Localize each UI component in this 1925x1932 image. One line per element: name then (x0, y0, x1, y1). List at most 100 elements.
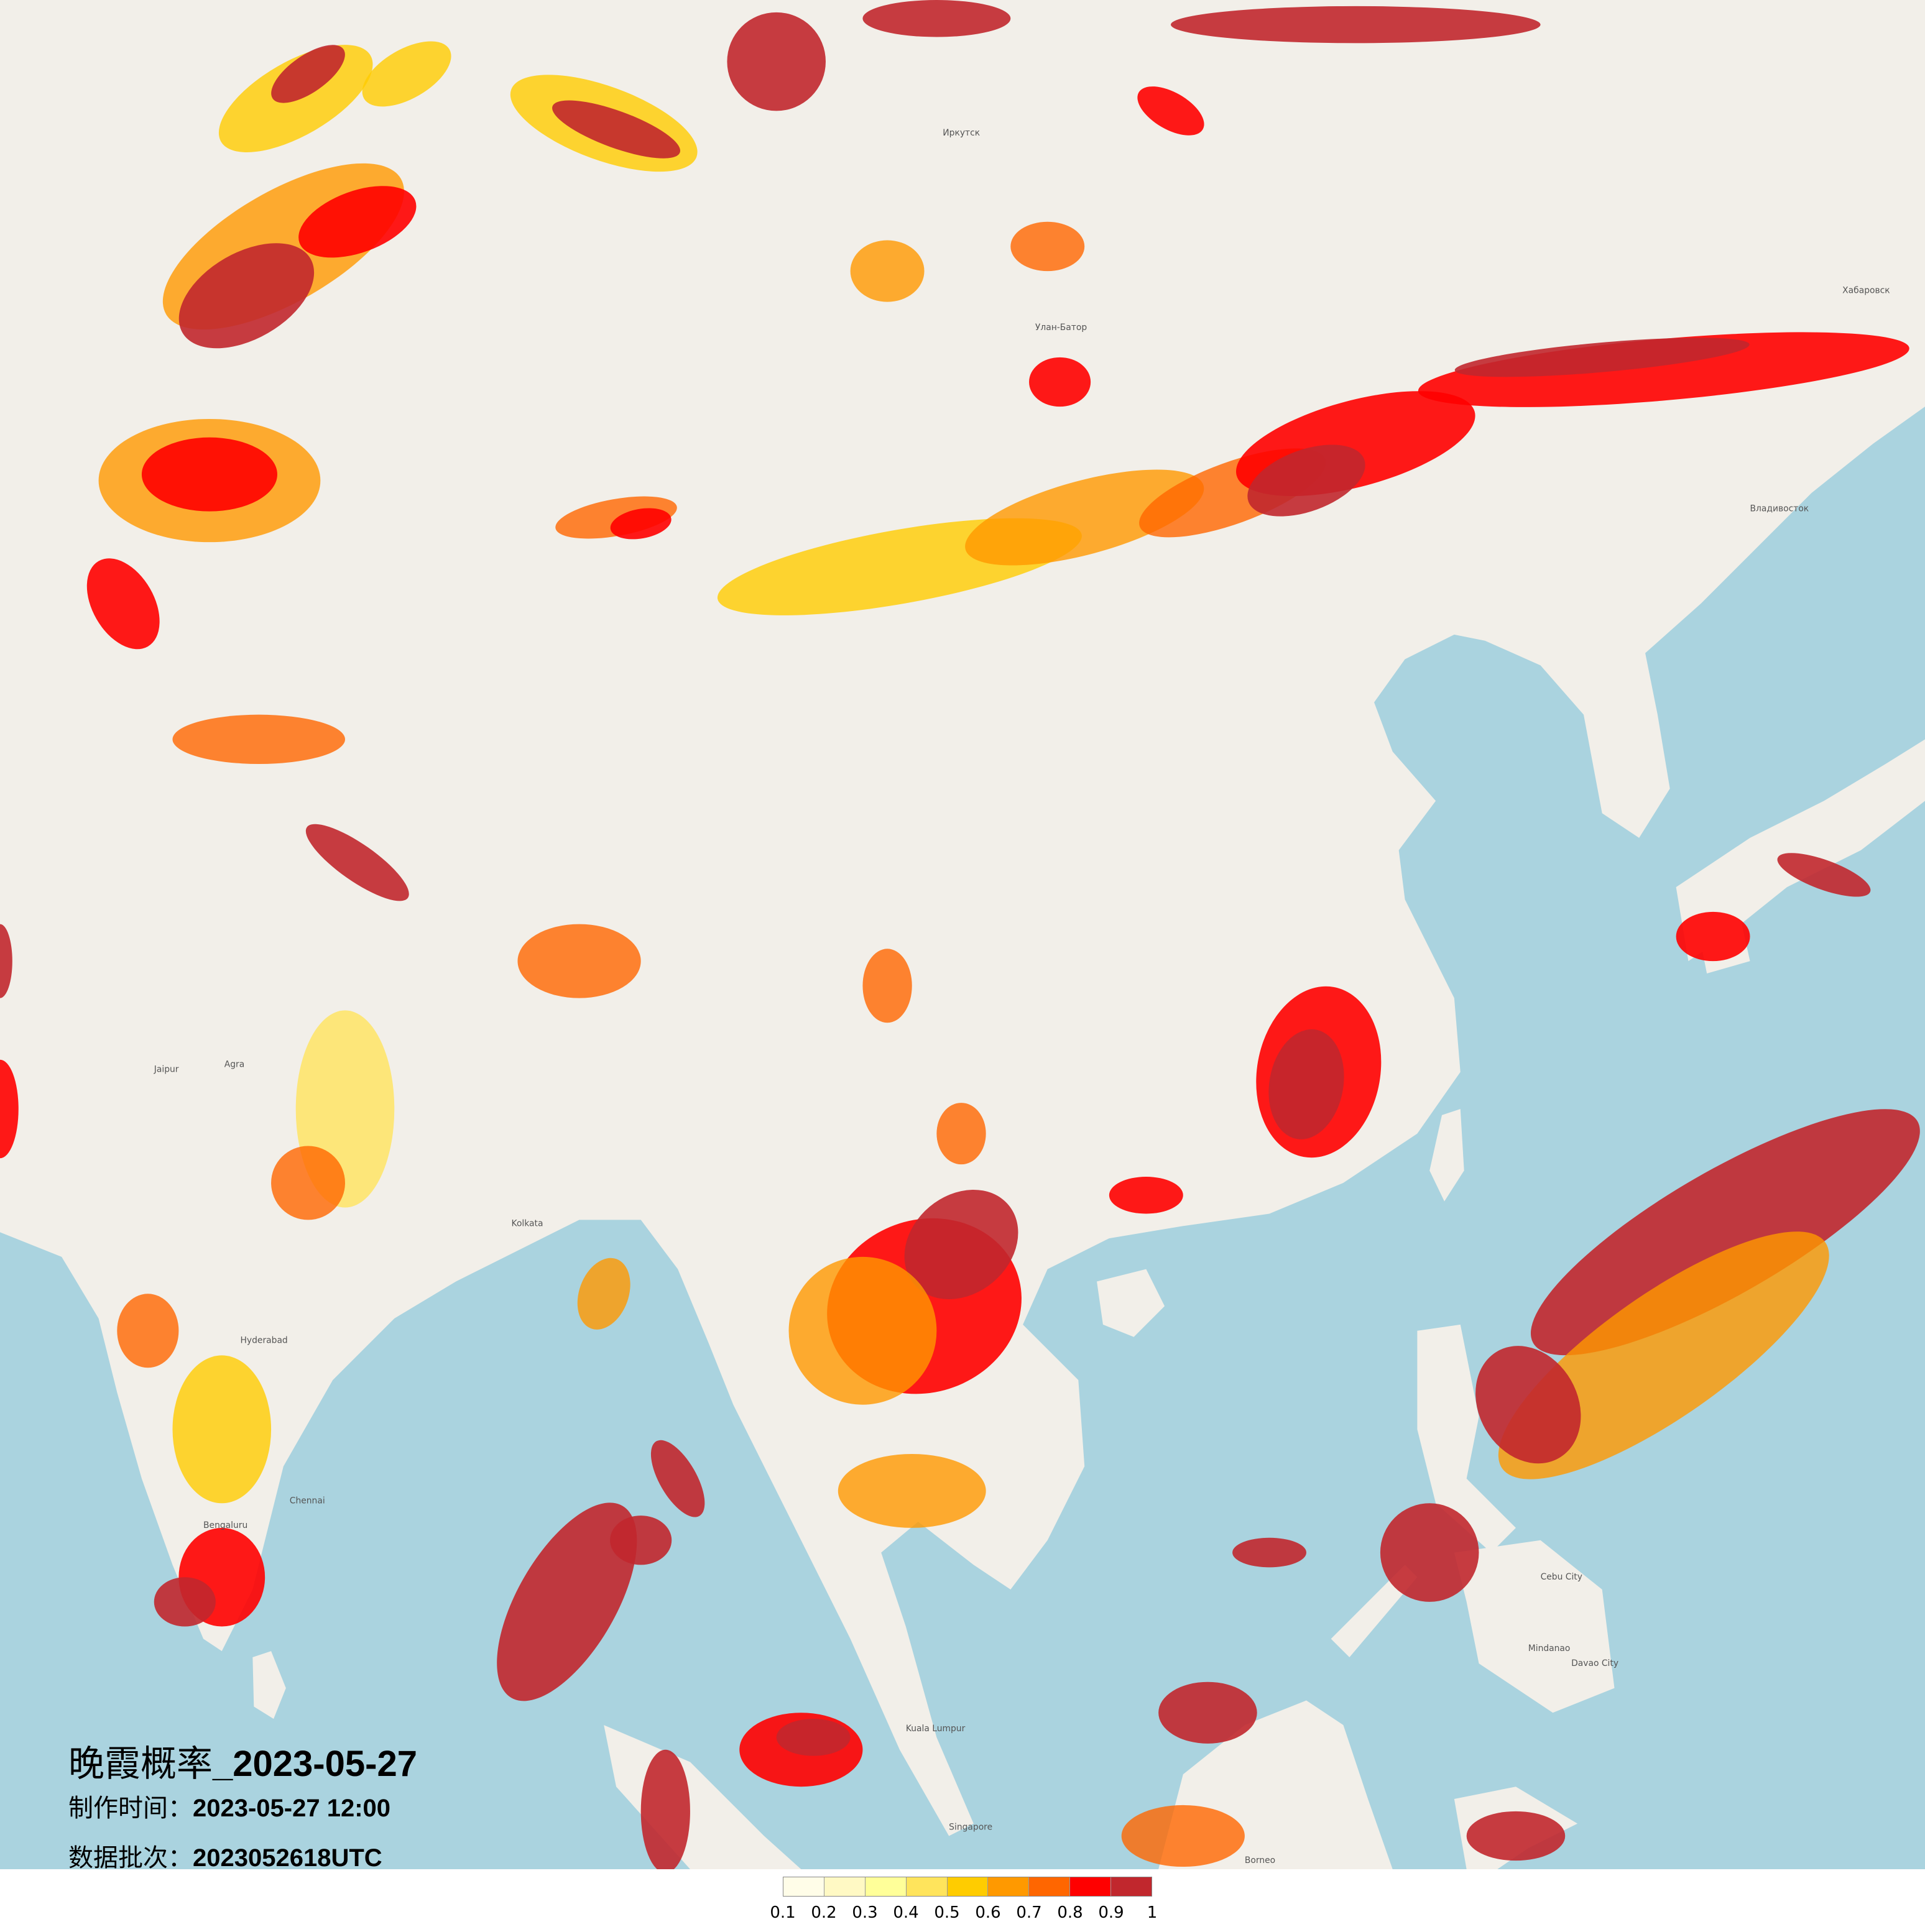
legend-swatch (1070, 1877, 1112, 1896)
probability-patch (850, 240, 925, 302)
probability-patch (271, 1146, 345, 1220)
probability-patch (172, 1355, 272, 1504)
japan (1676, 739, 1925, 962)
probability-patch (838, 1453, 986, 1528)
probability-patch (0, 924, 12, 998)
legend-swatch (824, 1877, 866, 1896)
probability-patch (117, 1294, 179, 1368)
probability-patch (1475, 1346, 1581, 1464)
probability-patch (1676, 911, 1750, 962)
probability-patch (552, 100, 680, 159)
probability-patch (362, 41, 451, 107)
probability-patch (1029, 357, 1091, 407)
probability-patch (1170, 6, 1541, 44)
probability-patch (1109, 1177, 1183, 1214)
place-label: Singapore (949, 1823, 992, 1833)
color-legend (783, 1877, 1152, 1897)
title-date: _2023-05-27 (213, 1744, 417, 1784)
probability-patch (1466, 1811, 1566, 1861)
production-time-value: 2023-05-27 12:00 (193, 1795, 391, 1822)
legend-swatch (988, 1877, 1030, 1896)
probability-patch (1498, 1231, 1829, 1479)
probability-patch (1121, 1805, 1245, 1867)
probability-patch (154, 1577, 216, 1627)
legend-swatch (906, 1877, 948, 1896)
probability-patch (640, 1749, 690, 1869)
legend-swatch (947, 1877, 989, 1896)
probability-patch (788, 1256, 937, 1405)
probability-overlay (0, 0, 1920, 1869)
probability-patch (1454, 338, 1750, 377)
probability-patch (1247, 444, 1365, 517)
legend-label: 1 (1147, 1903, 1158, 1922)
place-label: Borneo (1245, 1856, 1275, 1865)
hainan (1097, 1269, 1165, 1337)
place-label: Улан-Батор (1035, 323, 1087, 333)
probability-patch (610, 1516, 672, 1565)
place-label: Cebu City (1541, 1572, 1582, 1582)
data-batch-label: 数据批次： (68, 1844, 193, 1872)
probability-patch (1232, 1537, 1306, 1568)
probability-patch (1158, 1681, 1257, 1744)
probability-patch (517, 924, 641, 998)
probability-patch (1777, 853, 1871, 897)
probability-patch (0, 1059, 19, 1159)
place-label: Agra (224, 1060, 244, 1070)
place-label: Kuala Lumpur (906, 1724, 966, 1734)
probability-patch (965, 469, 1204, 566)
place-label: Владивосток (1750, 504, 1809, 514)
legend-label: 0.4 (893, 1903, 919, 1922)
probability-patch (1530, 1109, 1920, 1356)
place-label: Hyderabad (241, 1336, 288, 1346)
taiwan (1429, 1108, 1464, 1202)
probability-patch (727, 12, 826, 111)
place-label: Chennai (290, 1496, 325, 1506)
probability-patch (1418, 332, 1909, 407)
sunset-probability-map[interactable]: Улан-Батор Иркутск Хабаровск Владивосток Che… (0, 0, 1925, 1869)
legend-swatch (783, 1877, 824, 1896)
map-title: 晚霞概率_2023-05-27 (68, 1734, 417, 1787)
production-time: 制作时间：2023-05-27 12:00 (68, 1788, 390, 1824)
place-labels: Улан-Батор Иркутск Хабаровск Владивосток Che… (154, 128, 1890, 1865)
legend-swatch (1029, 1877, 1071, 1896)
place-label: Mindanao (1528, 1644, 1571, 1654)
legend-label: 0.7 (1016, 1903, 1042, 1922)
legend-label: 0.3 (852, 1903, 878, 1922)
legend-swatch (1111, 1877, 1152, 1896)
place-label: Хабаровск (1842, 286, 1890, 296)
probability-patch (1380, 1503, 1479, 1602)
place-label: Kolkata (512, 1218, 543, 1228)
probability-patch (1137, 86, 1204, 136)
probability-patch (178, 243, 315, 349)
probability-patch (776, 1719, 851, 1756)
philippines-south (1454, 1540, 1615, 1713)
sri-lanka (252, 1651, 286, 1719)
probability-patch (298, 186, 417, 258)
probability-patch (610, 508, 672, 540)
probability-patch (305, 824, 409, 901)
probability-patch (936, 1103, 986, 1165)
probability-patch (497, 1502, 637, 1701)
data-batch-value: 2023052618UTC (193, 1844, 382, 1872)
philippines-luzon (1417, 1324, 1516, 1553)
legend-label: 0.2 (811, 1903, 837, 1922)
legend-swatch (865, 1877, 907, 1896)
place-label: Bengaluru (203, 1520, 247, 1530)
probability-patch (86, 558, 160, 650)
probability-patch (1268, 1029, 1344, 1139)
data-batch: 数据批次：2023052618UTC (68, 1838, 382, 1874)
legend-label: 0.1 (770, 1903, 796, 1922)
probability-patch (141, 437, 277, 512)
legend-labels: 0.1 0.2 0.3 0.4 0.5 0.6 0.7 0.8 0.9 1 (746, 1903, 1194, 1928)
probability-patch (1010, 221, 1085, 272)
probability-patch (650, 1440, 705, 1517)
legend-label: 0.5 (934, 1903, 960, 1922)
place-label: Jaipur (154, 1065, 179, 1075)
place-label: Иркутск (943, 128, 980, 138)
legend-label: 0.8 (1057, 1903, 1083, 1922)
probability-patch (862, 0, 1011, 37)
probability-patch (577, 1258, 630, 1330)
probability-patch (271, 45, 345, 103)
legend-label: 0.9 (1098, 1903, 1124, 1922)
place-label: Davao City (1571, 1658, 1618, 1668)
